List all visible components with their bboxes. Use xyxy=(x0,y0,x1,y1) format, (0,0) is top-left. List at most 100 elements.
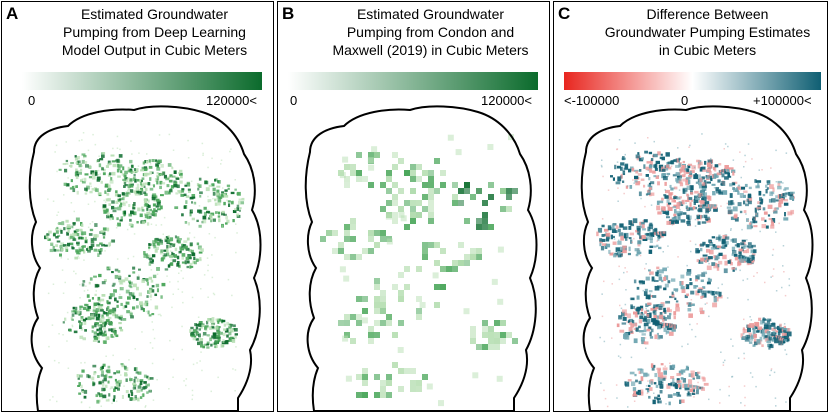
pumping-cell xyxy=(673,187,675,190)
pumping-cell xyxy=(193,330,197,334)
pumping-cell xyxy=(790,191,795,194)
pumping-cell xyxy=(192,330,195,334)
pumping-cell xyxy=(198,177,202,181)
pumping-cell xyxy=(199,257,202,261)
pumping-cell xyxy=(650,158,654,162)
pumping-cell xyxy=(765,184,768,188)
pumping-cell xyxy=(87,250,91,253)
pumping-cell xyxy=(651,318,656,323)
pumping-cell xyxy=(709,240,712,243)
pumping-cell xyxy=(703,214,708,219)
pumping-cell xyxy=(87,149,90,152)
pumping-cell xyxy=(695,248,699,253)
pumping-cell xyxy=(416,212,422,218)
pumping-cell xyxy=(715,187,720,192)
pumping-cell xyxy=(368,164,375,171)
pumping-cell xyxy=(194,323,198,327)
pumping-cell xyxy=(716,172,722,176)
pumping-cell xyxy=(392,152,398,158)
pumping-cell xyxy=(199,338,204,341)
pumping-cell xyxy=(782,327,787,330)
pumping-cell xyxy=(188,190,191,193)
pumping-cell xyxy=(148,165,153,169)
pumping-cell xyxy=(191,398,193,401)
pumping-cell xyxy=(223,213,227,216)
pumping-cell xyxy=(768,218,772,221)
pumping-cell xyxy=(239,207,242,210)
pumping-cell xyxy=(72,232,75,236)
pumping-cell xyxy=(94,293,97,296)
pumping-cell xyxy=(102,394,107,399)
pumping-cell xyxy=(167,244,171,249)
pumping-cell xyxy=(49,248,54,253)
pumping-cell xyxy=(190,265,194,268)
pumping-cell xyxy=(759,230,761,233)
pumping-cell xyxy=(115,159,119,162)
pumping-cell xyxy=(214,345,217,349)
pumping-cell xyxy=(624,267,626,269)
pumping-cell xyxy=(696,218,699,221)
pumping-cell xyxy=(607,189,610,191)
pumping-cell xyxy=(782,335,786,341)
pumping-cell xyxy=(774,397,777,399)
pumping-cell xyxy=(640,178,645,181)
pumping-cell xyxy=(221,225,224,227)
pumping-cell xyxy=(160,205,163,210)
pumping-cell xyxy=(79,336,82,338)
pumping-cell xyxy=(619,246,623,252)
pumping-cell xyxy=(446,266,452,272)
pumping-cell xyxy=(628,327,633,332)
pumping-cell xyxy=(687,218,691,223)
pumping-cell xyxy=(650,232,655,237)
pumping-cell xyxy=(694,218,697,221)
pumping-cell xyxy=(637,392,642,396)
pumping-cell xyxy=(751,244,756,248)
pumping-cell xyxy=(721,243,727,248)
pumping-cell xyxy=(190,326,194,330)
pumping-cell xyxy=(150,243,152,245)
pumping-cell xyxy=(698,207,703,213)
pumping-cell xyxy=(80,231,83,235)
pumping-cell xyxy=(653,175,657,178)
pumping-cell xyxy=(144,300,149,304)
pumping-cell xyxy=(101,167,105,171)
pumping-cell xyxy=(145,310,148,313)
pumping-cell xyxy=(676,158,679,163)
pumping-cell xyxy=(434,188,440,194)
pumping-cell xyxy=(779,323,782,327)
pumping-cell xyxy=(68,328,72,332)
pumping-cell xyxy=(650,236,653,240)
pumping-cell xyxy=(139,381,143,385)
pumping-cell xyxy=(655,306,659,310)
pumping-cell xyxy=(75,168,78,172)
pumping-cell xyxy=(106,212,110,216)
pumping-cell xyxy=(416,266,422,272)
pumping-cell xyxy=(695,290,700,296)
pumping-cell xyxy=(754,327,756,329)
pumping-cell xyxy=(763,324,769,329)
pumping-cell xyxy=(729,258,731,261)
pumping-cell xyxy=(669,184,672,188)
pumping-cell xyxy=(386,188,392,194)
pumping-cell xyxy=(610,234,614,240)
pumping-cell xyxy=(628,225,632,230)
pumping-cell xyxy=(506,188,512,194)
pumping-cell xyxy=(687,206,689,208)
pumping-cell xyxy=(687,223,691,227)
pumping-cell xyxy=(712,244,716,247)
pumping-cell xyxy=(146,375,149,379)
pumping-cell xyxy=(176,239,179,243)
pumping-cell xyxy=(93,312,98,317)
pumping-cell xyxy=(419,302,426,308)
pumping-cell xyxy=(416,200,422,206)
pumping-cell xyxy=(228,323,232,326)
pumping-cell xyxy=(677,215,681,221)
pumping-cell xyxy=(183,205,187,209)
pumping-cell xyxy=(670,381,676,387)
pumping-cell xyxy=(702,290,707,295)
pumping-cell xyxy=(179,250,182,253)
pumping-cell xyxy=(397,347,404,353)
pumping-cell xyxy=(673,288,679,291)
pumping-cell xyxy=(136,276,140,280)
pumping-cell xyxy=(151,362,154,365)
